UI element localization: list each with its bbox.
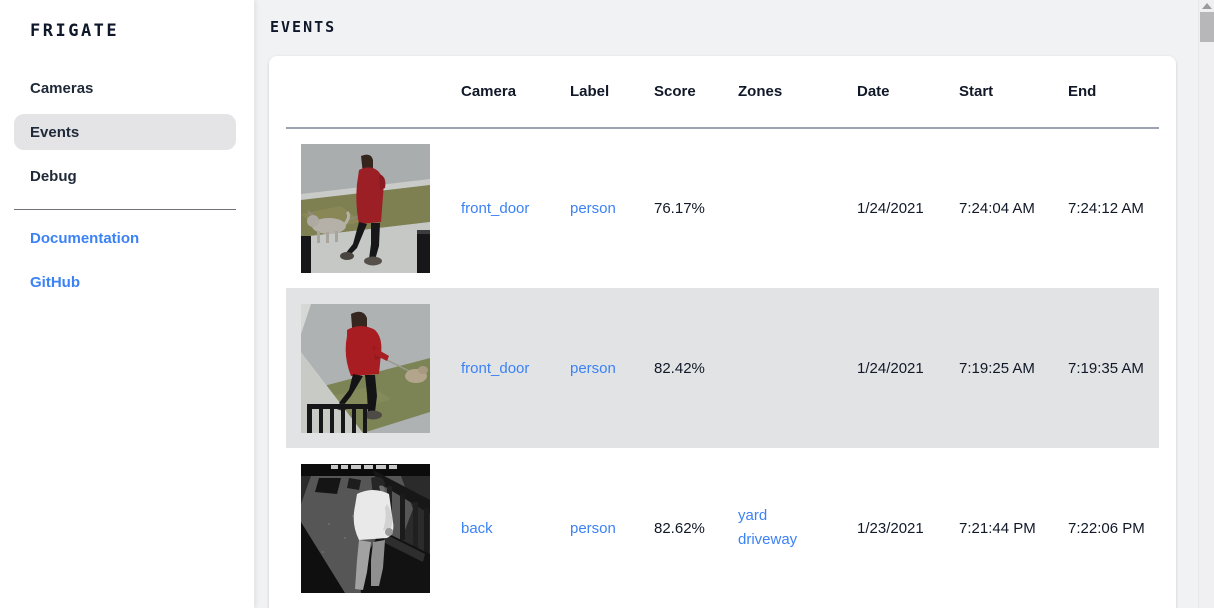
- column-header-date: Date: [857, 56, 959, 129]
- zone-link[interactable]: yard: [738, 507, 768, 524]
- label-link[interactable]: person: [570, 359, 616, 377]
- column-header-label: Label: [570, 56, 654, 129]
- vertical-scrollbar[interactable]: [1198, 0, 1214, 608]
- event-start-cell: 7:21:44 PM: [959, 519, 1036, 537]
- events-card: Camera Label Score Zones Date Start End: [269, 56, 1176, 608]
- event-zones-cell: [738, 288, 857, 448]
- event-thumbnail-cell: [286, 128, 461, 288]
- event-label-cell: person: [570, 448, 654, 608]
- event-thumbnail-man-night-infrared[interactable]: [301, 463, 430, 593]
- sidebar-item-cameras[interactable]: Cameras: [14, 70, 236, 106]
- event-date-cell: 1/24/2021: [857, 200, 924, 217]
- sidebar: FRIGATE Cameras Events Debug Documentati…: [0, 0, 254, 608]
- sidebar-nav: Cameras Events Debug: [14, 70, 236, 194]
- camera-link[interactable]: back: [461, 519, 493, 537]
- column-header-thumbnail: [286, 56, 461, 129]
- event-row: front_door person 82.42% 1/24/2021 7:19:…: [286, 288, 1159, 448]
- event-zones-cell: yard driveway: [738, 448, 857, 608]
- column-header-end: End: [1068, 56, 1159, 129]
- event-start-cell: 7:24:04 AM: [959, 200, 1035, 217]
- zone-link[interactable]: driveway: [738, 531, 798, 548]
- event-label-cell: person: [570, 128, 654, 288]
- sidebar-item-debug[interactable]: Debug: [14, 158, 236, 194]
- event-zones-cell: [738, 128, 857, 288]
- scroll-up-arrow-icon[interactable]: [1202, 3, 1212, 9]
- event-camera-cell: back: [461, 448, 570, 608]
- event-camera-cell: front_door: [461, 128, 570, 288]
- event-score-cell: 82.62%: [654, 519, 705, 537]
- table-header: Camera Label Score Zones Date Start End: [286, 56, 1159, 129]
- event-thumbnail-cell: [286, 288, 461, 448]
- column-header-score: Score: [654, 56, 738, 129]
- events-table: Camera Label Score Zones Date Start End: [286, 56, 1159, 608]
- event-thumbnail-cell: [286, 448, 461, 608]
- main-content: EVENTS Camera Label Score Zones Date Sta…: [254, 0, 1214, 608]
- sidebar-link-documentation[interactable]: Documentation: [30, 229, 140, 247]
- sidebar-item-events[interactable]: Events: [14, 114, 236, 150]
- event-camera-cell: front_door: [461, 288, 570, 448]
- event-row: back person 82.62% yard driveway 1/23/20…: [286, 448, 1159, 608]
- sidebar-divider: [14, 209, 236, 210]
- app-logo[interactable]: FRIGATE: [30, 21, 120, 41]
- event-thumbnail-woman-red-hoodie-dog[interactable]: [301, 303, 430, 433]
- label-link[interactable]: person: [570, 519, 616, 537]
- scrollbar-thumb[interactable]: [1200, 12, 1214, 42]
- event-end-cell: 7:24:12 AM: [1068, 200, 1144, 217]
- sidebar-link-github[interactable]: GitHub: [30, 273, 80, 291]
- column-header-start: Start: [959, 56, 1068, 129]
- camera-link[interactable]: front_door: [461, 200, 530, 217]
- event-row: front_door person 76.17% 1/24/2021 7:24:…: [286, 128, 1159, 288]
- page-title: EVENTS: [270, 18, 337, 36]
- event-date-cell: 1/24/2021: [857, 359, 924, 377]
- column-header-camera: Camera: [461, 56, 570, 129]
- event-date-cell: 1/23/2021: [857, 519, 924, 537]
- event-thumbnail-woman-red-coat-dog[interactable]: [301, 144, 430, 273]
- sidebar-item-label: Debug: [30, 167, 77, 185]
- column-header-zones: Zones: [738, 56, 857, 129]
- event-score-cell: 82.42%: [654, 359, 705, 377]
- sidebar-item-label: Events: [30, 123, 80, 141]
- event-label-cell: person: [570, 288, 654, 448]
- sidebar-item-label: Cameras: [30, 79, 94, 97]
- event-end-cell: 7:19:35 AM: [1068, 359, 1144, 377]
- camera-link[interactable]: front_door: [461, 359, 530, 377]
- event-start-cell: 7:19:25 AM: [959, 359, 1035, 377]
- event-score-cell: 76.17%: [654, 200, 705, 217]
- label-link[interactable]: person: [570, 200, 616, 217]
- event-end-cell: 7:22:06 PM: [1068, 519, 1145, 537]
